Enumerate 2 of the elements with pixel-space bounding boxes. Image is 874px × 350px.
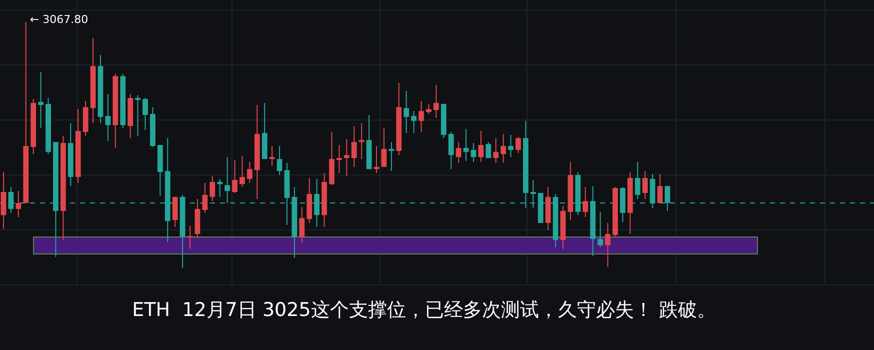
annotation: ← 3067.80 — [30, 13, 88, 26]
annotation: ETH 12月7日 3025这个支撑位，已经多次测试，久守必失！ 跌破。 — [132, 299, 716, 321]
